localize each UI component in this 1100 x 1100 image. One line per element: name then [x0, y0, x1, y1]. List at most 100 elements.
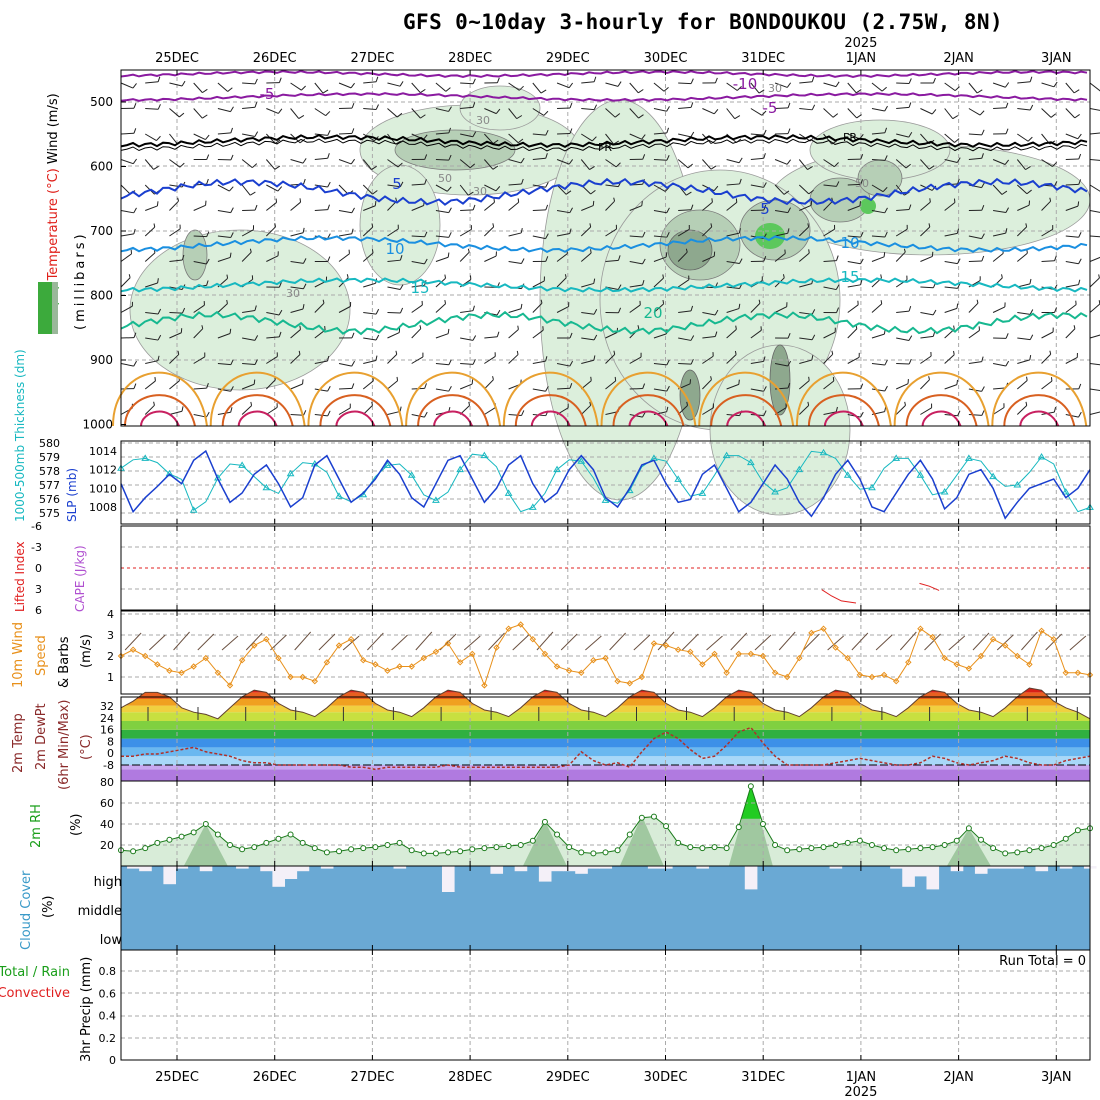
wind-barb — [290, 108, 300, 119]
contour-label: FR — [598, 141, 612, 154]
wind-barb — [120, 277, 131, 288]
wind-barb — [775, 107, 789, 109]
wind-barb — [928, 376, 930, 380]
wind-barb — [242, 106, 256, 109]
boundary-layer-contour — [905, 394, 978, 427]
wind-barb — [411, 356, 424, 364]
wind-barb — [241, 251, 252, 262]
wind-barb — [266, 312, 280, 316]
wind-barb — [277, 108, 283, 114]
wind10-marker — [1050, 635, 1057, 643]
wind-barb — [642, 279, 645, 286]
wind-barb — [860, 279, 863, 285]
wind-barb — [787, 360, 792, 367]
boundary-layer-contour — [237, 410, 278, 427]
rh2m-marker — [239, 846, 246, 853]
wind-barb — [860, 383, 864, 389]
wind-barb — [1004, 82, 1010, 88]
boundary-layer-contour — [893, 371, 990, 427]
wind-barb — [484, 336, 498, 339]
ylabel-text: (%) — [41, 896, 56, 919]
wind-barb — [266, 356, 278, 364]
thickness-marker — [843, 471, 852, 478]
wind-barb — [266, 406, 278, 415]
temp2m-ylabel: (6hr Min/Max) — [57, 700, 72, 790]
contour-label: 5 — [760, 200, 770, 218]
wind-barb — [338, 253, 350, 262]
wind10-marker — [1002, 642, 1009, 649]
wind-barb — [1054, 255, 1057, 261]
precip-panel — [121, 950, 1090, 1060]
wind-barb — [459, 184, 469, 196]
wind-barb — [666, 406, 669, 412]
wind-barb — [678, 363, 692, 365]
pressure-tick-label: 700 — [90, 224, 113, 238]
cloud-gap-bar — [199, 866, 213, 872]
wind-barb — [908, 102, 912, 108]
wind-barb — [808, 376, 810, 381]
wind-barb — [1053, 81, 1058, 88]
wind-barb — [952, 115, 959, 120]
ylabel-text: & Barbs — [57, 636, 72, 688]
wind-barb — [763, 386, 767, 392]
wind-barb — [908, 335, 913, 341]
wind-barb — [774, 363, 788, 367]
wind-barb — [391, 634, 408, 651]
wind-barb — [972, 632, 990, 651]
wind-barb — [713, 108, 719, 115]
temp-band — [121, 747, 1090, 757]
wind-barb — [1041, 228, 1053, 237]
wind10-marker — [238, 656, 246, 664]
wind-barb — [763, 129, 767, 136]
wind-barb — [581, 108, 595, 111]
rh-peak-shade — [740, 786, 761, 819]
rh2m-marker — [868, 842, 875, 848]
wind-barb — [920, 407, 932, 415]
wind-barb — [895, 251, 906, 262]
rh2m-marker — [299, 839, 306, 846]
rh2m-marker — [626, 831, 633, 838]
wind-barb — [953, 350, 955, 355]
wind-barb — [460, 337, 474, 341]
slp-tick-label: 1014 — [89, 445, 117, 458]
wind-barb — [177, 350, 180, 355]
wind-barb — [495, 108, 501, 114]
wind-barb — [920, 255, 933, 262]
boundary-layer-contour — [335, 410, 376, 427]
thickness-tick-label: 579 — [39, 451, 60, 464]
wind-barb — [653, 159, 667, 161]
wind10-marker — [384, 667, 391, 674]
rh2m-marker — [396, 839, 403, 846]
wind-barb — [314, 133, 328, 136]
wind-barb — [835, 406, 838, 412]
wind-barb — [774, 184, 785, 195]
wind-barb — [976, 89, 983, 94]
wind-barb — [992, 159, 1006, 165]
rh2m-marker — [493, 844, 500, 851]
boundary-layer-contour — [612, 394, 685, 427]
date-label-bottom: 31DEC — [741, 1070, 785, 1085]
wind-barb — [920, 108, 933, 115]
rh-shade — [755, 223, 785, 249]
wind-barb — [811, 309, 816, 315]
cloud-gap-bar — [950, 866, 964, 872]
wind-barb — [230, 386, 234, 392]
wind-barb — [375, 104, 379, 110]
temp-band — [121, 765, 1090, 770]
wind-barb — [278, 77, 282, 83]
rh2m-marker — [1074, 827, 1081, 834]
wind10-marker — [844, 654, 851, 662]
wind-barb — [508, 159, 522, 164]
wind-barb — [375, 76, 379, 82]
wind-barb — [1065, 414, 1079, 418]
wind-barb — [811, 104, 816, 111]
wind-barb — [274, 139, 281, 144]
wind-barb — [860, 153, 864, 160]
chart-title: GFS 0~10day 3-hourly for BONDOUKOU (2.75… — [403, 10, 1003, 34]
wind-barb — [581, 282, 594, 288]
ylabel-text: (%) — [69, 814, 84, 837]
wind-barb — [493, 198, 495, 203]
wind-barb — [314, 388, 328, 392]
boundary-layer-contour — [319, 394, 392, 427]
thickness-marker — [989, 472, 997, 480]
